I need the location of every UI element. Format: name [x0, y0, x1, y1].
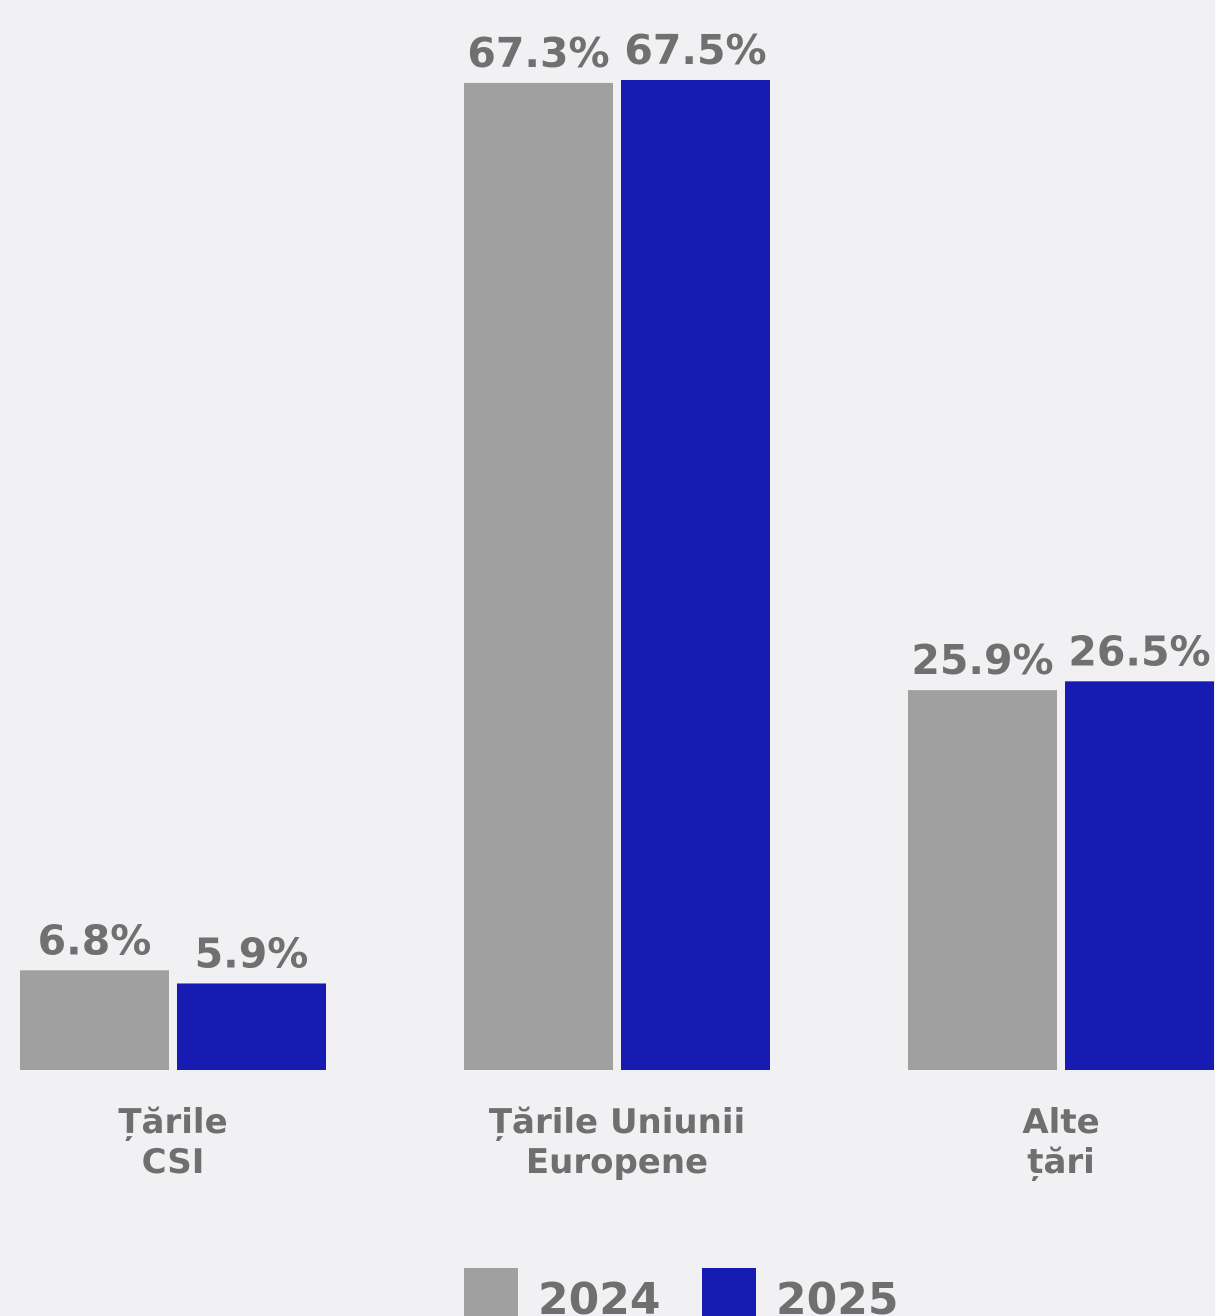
bar-2025-tarile-uniunii-europene	[621, 80, 770, 1070]
data-label-2024-tarile-uniunii-europene: 67.3%	[467, 29, 609, 77]
legend-swatch-2025	[702, 1268, 756, 1316]
bar-2024-tarile-csi	[20, 970, 169, 1070]
legend-swatch-2024	[464, 1268, 518, 1316]
legend-label-2024: 2024	[538, 1274, 660, 1316]
bar-2025-alte-tari	[1065, 681, 1214, 1070]
data-label-2024-alte-tari: 25.9%	[911, 636, 1053, 684]
category-label-line: CSI	[142, 1142, 205, 1182]
bar-2025-tarile-csi	[177, 983, 326, 1070]
legend-label-2025: 2025	[776, 1274, 898, 1316]
data-label-2025-alte-tari: 26.5%	[1068, 627, 1210, 675]
category-label-line: Țările	[118, 1102, 227, 1142]
category-label-line: Țările Uniunii	[489, 1102, 745, 1142]
data-label-2025-tarile-csi: 5.9%	[195, 929, 309, 977]
category-label-tarile-csi: Țările CSI	[118, 1102, 227, 1182]
category-label-line: Europene	[526, 1142, 708, 1182]
category-label-line: Alte	[1022, 1102, 1099, 1142]
category-label-alte-tari: Alte țări	[1022, 1102, 1099, 1182]
bar-2024-alte-tari	[908, 690, 1057, 1070]
data-label-2024-tarile-csi: 6.8%	[38, 916, 152, 964]
category-label-tarile-uniunii-europene: Țările Uniunii Europene	[489, 1102, 745, 1182]
bar-2024-tarile-uniunii-europene	[464, 82, 613, 1070]
category-label-line: țări	[1027, 1142, 1095, 1182]
data-label-2025-tarile-uniunii-europene: 67.5%	[624, 26, 766, 74]
